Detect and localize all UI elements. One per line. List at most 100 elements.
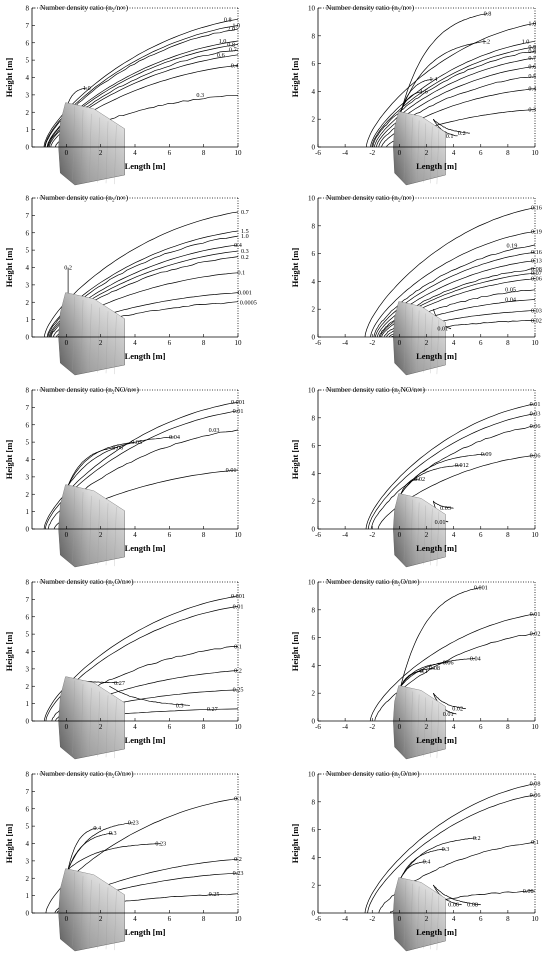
y-tick-label: 8	[26, 579, 30, 587]
capsule-mesh-line	[97, 499, 100, 565]
contour-label: 0.03	[440, 505, 451, 512]
capsule-mesh-line	[410, 691, 413, 755]
contour-label: 0.2	[234, 668, 242, 675]
x-tick-label: 10	[235, 915, 243, 923]
contour-label: 0.8	[484, 11, 492, 18]
y-tick-label: 6	[26, 421, 30, 429]
capsule-mesh-line	[417, 694, 420, 756]
x-tick-label: 8	[202, 531, 206, 539]
contour-line	[45, 28, 238, 147]
contour-line	[48, 49, 238, 147]
capsule-mesh-line	[80, 300, 84, 371]
contour-line	[400, 464, 462, 495]
capsule-shading	[58, 102, 125, 185]
y-tick-label: 0	[312, 144, 316, 152]
contour-line	[45, 605, 238, 721]
y-tick-label: 3	[26, 665, 30, 673]
contour-label: 0.06	[443, 660, 454, 667]
capsule-mesh-line	[430, 126, 433, 184]
capsule-mesh-line	[105, 503, 109, 566]
y-tick-label: 4	[312, 854, 316, 862]
capsule-mesh-line	[72, 488, 75, 562]
panel-title: Number density ratio (n₂O/n∞)	[326, 577, 420, 586]
contour-label: 0.4	[234, 242, 242, 249]
contour-labels: 0.16 0.19 0.19 0.16 0.130.080.070.06 0.05 0.04…	[437, 205, 541, 333]
contour-line	[44, 211, 238, 337]
x-tick-label: 10	[235, 531, 243, 539]
contour-label: 0.02	[530, 630, 541, 637]
contour-label: 0.01	[437, 326, 448, 333]
y-tick-label: 4	[26, 648, 30, 656]
x-tick-label: 8	[506, 723, 510, 731]
x-tick-label: 2	[425, 149, 429, 157]
y-tick-label: 6	[312, 634, 316, 642]
contour-label: 0.23	[233, 870, 244, 877]
x-tick-label: 10	[532, 723, 540, 731]
contour-label: 0.01	[226, 467, 237, 474]
panel-title: Number density ratio (n₂NO/n∞)	[326, 385, 425, 394]
y-tick-label: 2	[312, 306, 316, 314]
capsule-body	[58, 676, 125, 760]
y-tick-label: 0	[312, 910, 316, 918]
contour-label: 0.06	[448, 902, 459, 909]
capsule-mesh-line	[105, 695, 109, 758]
contour-label: 1.0	[241, 233, 249, 240]
x-axis-title: Length [m]	[125, 543, 166, 553]
contour-label: 0.3	[241, 248, 249, 255]
capsule-mesh-line	[114, 699, 117, 759]
contour-label: 1.5	[241, 228, 249, 235]
x-tick-label: -6	[315, 915, 321, 923]
contour-line	[400, 40, 487, 113]
capsule-mesh-line	[410, 117, 413, 181]
contour-line	[400, 78, 434, 113]
x-tick-label: 10	[235, 723, 243, 731]
contour-line	[365, 403, 535, 529]
capsule-body	[393, 493, 446, 568]
y-tick-label: 5	[26, 57, 30, 65]
y-tick-label: 8	[26, 771, 30, 779]
x-tick-label: 6	[479, 915, 483, 923]
y-tick-label: 7	[26, 404, 30, 412]
contour-lines	[364, 207, 535, 337]
contour-label: 0.1	[234, 795, 242, 802]
contour-label: 0.19	[531, 228, 542, 235]
panel-title: Number density ratio (n₂NO/n∞)	[40, 385, 139, 394]
x-tick-label: 6	[479, 531, 483, 539]
contour-label: 0.13	[531, 258, 542, 265]
x-tick-label: 8	[202, 339, 206, 347]
capsule-shading	[393, 493, 446, 567]
x-axis-title: Length [m]	[416, 351, 457, 361]
contour-line	[381, 88, 535, 147]
x-tick-label: -6	[315, 149, 321, 157]
contour-line	[371, 46, 535, 147]
contour-line	[369, 613, 535, 721]
contour-label: 0.012	[455, 462, 469, 469]
y-axis-title: Height [m]	[290, 440, 300, 480]
contour-line	[67, 447, 118, 486]
x-tick-label: 6	[479, 149, 483, 157]
capsule-mesh-line	[80, 876, 84, 947]
y-tick-label: 4	[26, 74, 30, 82]
contour-label: 1.2	[482, 38, 490, 45]
x-tick-label: 6	[479, 339, 483, 347]
axes: 0 2 4 6 8 10 0 1 2 3 4 5 6 7 8 Length [m] Height [m] Numb…	[4, 193, 242, 361]
x-tick-label: 2	[99, 723, 103, 731]
capsule-shading	[393, 685, 446, 759]
capsule-mesh-line	[423, 697, 426, 757]
contour-label: 0.0005	[240, 299, 257, 306]
x-axis-title: Length [m]	[416, 161, 457, 171]
contour-label: 0.02	[531, 317, 542, 324]
y-tick-label: 4	[312, 278, 316, 286]
x-tick-label: 2	[425, 915, 429, 923]
capsule-mesh-line	[89, 879, 92, 948]
contour-label: 0.02	[414, 476, 425, 483]
capsule-body	[393, 877, 446, 952]
contour-label: 0.08	[531, 266, 542, 273]
contour-label: 0.05	[131, 439, 142, 446]
x-axis-title: Length [m]	[125, 161, 166, 171]
axes: 0 2 4 6 8 10 0 1 2 3 4 5 6 7 8 Length [m] Height [m] Numb…	[4, 769, 242, 937]
x-tick-label: 0	[65, 915, 69, 923]
contour-label: 0.16	[531, 249, 542, 256]
contour-label: 0.3	[442, 846, 450, 853]
contour-label: 1.4	[429, 76, 437, 83]
